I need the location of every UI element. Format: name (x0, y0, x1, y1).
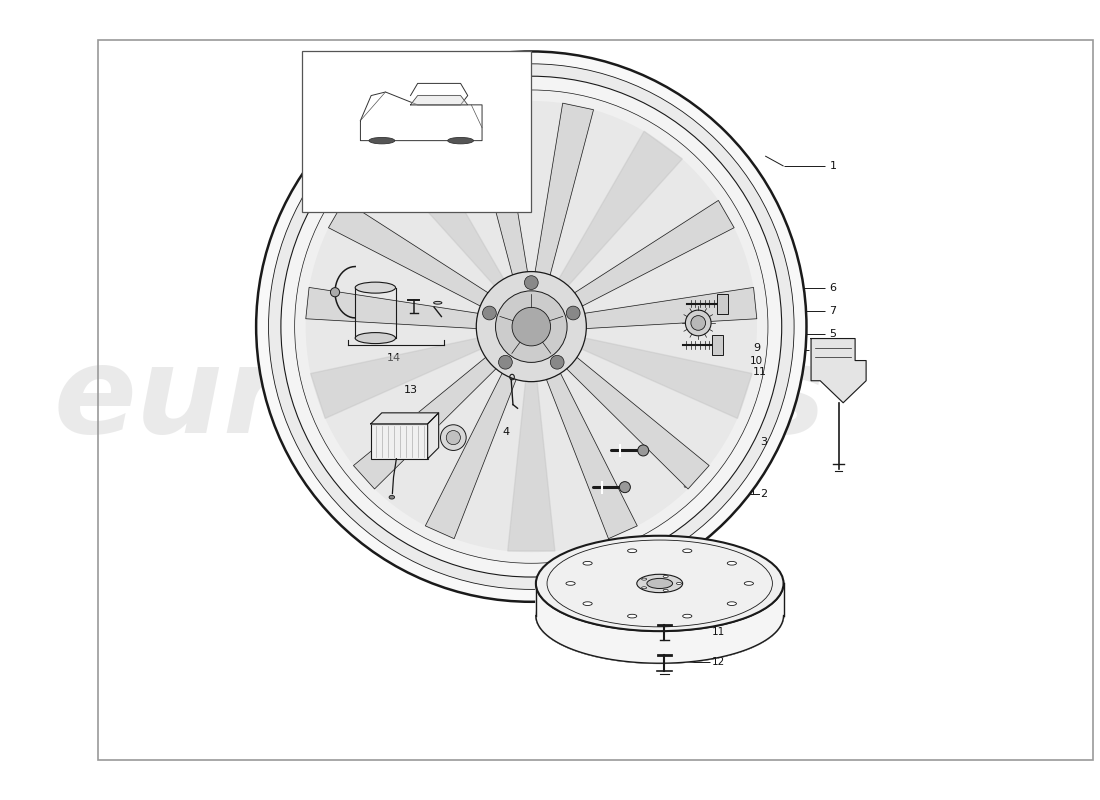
Bar (712, 335, 723, 355)
Polygon shape (329, 201, 488, 306)
Ellipse shape (676, 582, 682, 585)
Ellipse shape (663, 590, 668, 591)
Ellipse shape (745, 582, 754, 586)
Text: 11: 11 (754, 367, 768, 378)
Ellipse shape (583, 602, 592, 606)
Circle shape (256, 51, 806, 602)
Circle shape (566, 306, 580, 320)
Text: 7: 7 (829, 306, 836, 316)
Circle shape (483, 306, 496, 320)
Circle shape (550, 355, 564, 369)
Polygon shape (566, 358, 710, 489)
Text: 6: 6 (829, 283, 836, 293)
Ellipse shape (637, 574, 683, 593)
Text: 12: 12 (712, 658, 725, 667)
Polygon shape (381, 131, 531, 326)
Text: eurospares: eurospares (53, 342, 826, 458)
Circle shape (280, 76, 782, 577)
Text: a passion for parts since 1985: a passion for parts since 1985 (428, 508, 763, 586)
Circle shape (525, 276, 538, 290)
Text: 3: 3 (760, 437, 768, 447)
Ellipse shape (355, 282, 396, 293)
Polygon shape (353, 358, 496, 489)
Circle shape (268, 64, 794, 590)
Ellipse shape (583, 562, 592, 565)
Ellipse shape (663, 575, 668, 578)
Ellipse shape (368, 138, 395, 144)
Ellipse shape (566, 582, 575, 586)
Circle shape (476, 271, 586, 382)
Circle shape (295, 90, 768, 563)
Bar (716, 294, 727, 314)
Polygon shape (535, 103, 594, 275)
Ellipse shape (727, 562, 736, 565)
Ellipse shape (628, 614, 637, 618)
Bar (302, 51, 531, 212)
Text: 11: 11 (712, 627, 725, 637)
Ellipse shape (641, 586, 647, 589)
Polygon shape (508, 326, 554, 551)
Ellipse shape (727, 602, 736, 606)
Polygon shape (306, 287, 477, 329)
Text: 13: 13 (404, 385, 418, 395)
Ellipse shape (448, 138, 473, 144)
Ellipse shape (641, 578, 647, 580)
Text: 1: 1 (829, 161, 836, 171)
Text: 4: 4 (502, 427, 509, 437)
Ellipse shape (691, 316, 705, 330)
Circle shape (619, 482, 630, 493)
Text: 14: 14 (387, 354, 402, 363)
Polygon shape (811, 338, 866, 402)
Polygon shape (547, 374, 637, 538)
Polygon shape (585, 287, 757, 329)
Polygon shape (469, 103, 528, 275)
Polygon shape (574, 201, 734, 306)
Circle shape (447, 430, 461, 445)
Text: 5: 5 (829, 329, 836, 339)
Circle shape (498, 355, 513, 369)
Ellipse shape (355, 333, 396, 343)
Ellipse shape (536, 536, 783, 631)
Ellipse shape (685, 310, 711, 336)
Ellipse shape (389, 495, 395, 499)
Circle shape (306, 101, 757, 552)
Ellipse shape (683, 614, 692, 618)
Polygon shape (410, 95, 468, 105)
Ellipse shape (628, 549, 637, 553)
Ellipse shape (433, 302, 442, 304)
Circle shape (512, 307, 551, 346)
Polygon shape (536, 583, 783, 663)
Ellipse shape (536, 568, 783, 663)
Polygon shape (371, 413, 439, 424)
Polygon shape (310, 326, 531, 418)
Circle shape (440, 425, 466, 450)
Polygon shape (426, 374, 516, 538)
Polygon shape (531, 131, 682, 326)
Text: 10: 10 (749, 357, 762, 366)
Polygon shape (531, 326, 752, 418)
Ellipse shape (683, 549, 692, 553)
Text: 8: 8 (683, 480, 690, 490)
Circle shape (495, 291, 568, 362)
Bar (371, 424, 428, 458)
Circle shape (638, 445, 649, 456)
Ellipse shape (647, 578, 672, 589)
Text: 9: 9 (754, 342, 760, 353)
Polygon shape (428, 413, 439, 458)
Text: 2: 2 (760, 489, 768, 498)
Circle shape (330, 288, 340, 297)
